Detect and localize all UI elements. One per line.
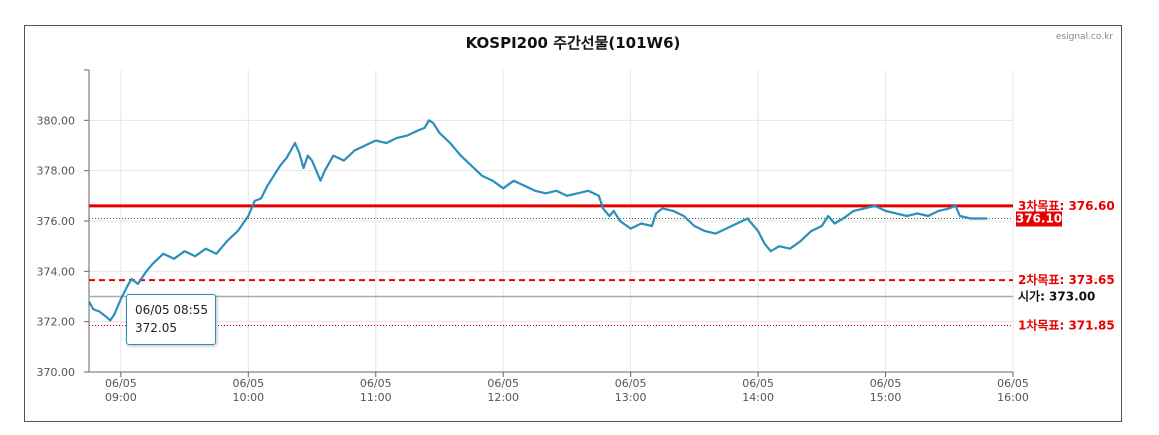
y-tick-label: 374.00 [37,265,76,278]
price-series-line [88,119,988,322]
data-tooltip: 06/05 08:55 372.05 [126,294,216,345]
tooltip-time: 06/05 08:55 [135,303,208,317]
reference-label: 3차목표: 376.60 [1018,198,1115,213]
current-price-badge [1016,211,1062,227]
reference-label: 시가: 373.00 [1018,289,1095,304]
x-tick-time: 16:00 [997,391,1029,404]
reference-lines [89,204,1013,326]
x-tick-date: 06/05 [105,377,137,390]
source-credit: esignal.co.kr [1056,32,1113,42]
x-tick-date: 06/05 [232,377,264,390]
y-tick-label: 378.00 [37,165,76,178]
x-tick-date: 06/05 [615,377,647,390]
axes: 370.00 372.00 374.00 376.00 378.00 380.00 06/0… [37,69,1029,404]
x-tick-time: 14:00 [742,391,774,404]
y-tick-label: 380.00 [37,114,76,127]
y-tick-label: 370.00 [37,366,76,379]
y-tick-label: 372.00 [37,316,76,329]
reference-label: 1차목표: 371.85 [1018,317,1115,332]
x-tick-time: 12:00 [487,391,519,404]
x-tick-date: 06/05 [997,377,1029,390]
x-tick-date: 06/05 [742,377,774,390]
x-tick-time: 11:00 [360,391,392,404]
grid [89,70,1014,373]
x-tick-time: 10:00 [232,391,264,404]
series-layer [88,119,988,322]
x-tick-time: 15:00 [870,391,902,404]
chart-frame [24,25,1122,422]
reference-label: 2차목표: 373.65 [1018,272,1115,287]
x-tick-date: 06/05 [360,377,392,390]
x-tick-date: 06/05 [487,377,519,390]
current-price-label: 376.10 [1016,211,1062,225]
chart-title: KOSPI200 주간선물(101W6) [466,34,681,52]
tooltip-value: 372.05 [135,321,177,335]
x-tick-date: 06/05 [870,377,902,390]
y-tick-label: 376.00 [37,215,76,228]
x-tick-time: 09:00 [105,391,137,404]
x-tick-time: 13:00 [615,391,647,404]
